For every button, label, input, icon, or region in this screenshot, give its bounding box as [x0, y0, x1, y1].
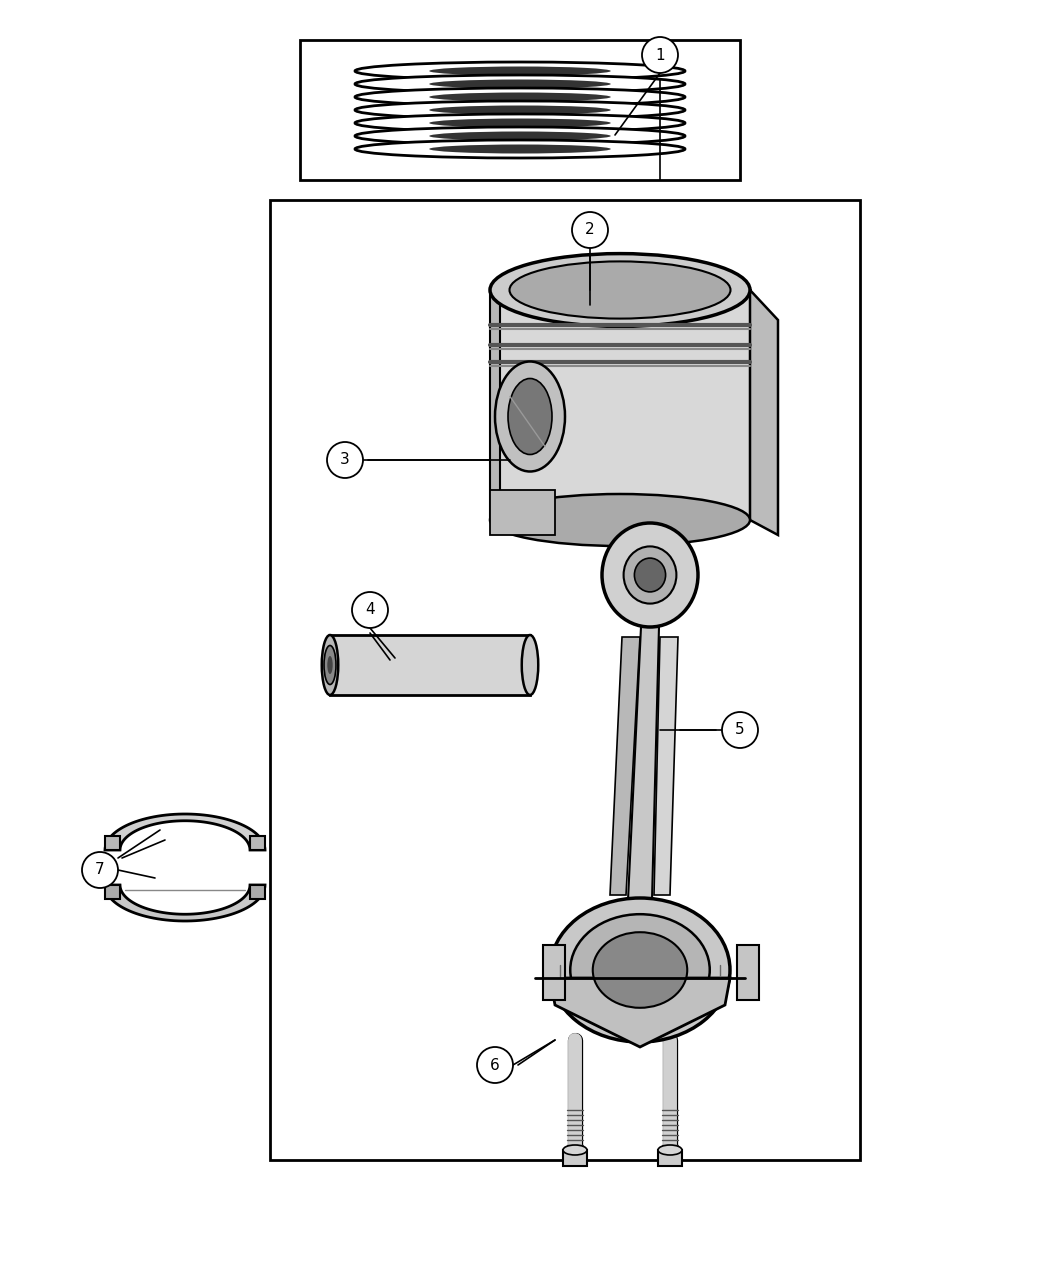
Polygon shape: [105, 885, 120, 899]
Polygon shape: [105, 885, 265, 921]
Bar: [490, 490, 555, 536]
Ellipse shape: [324, 645, 336, 685]
Circle shape: [352, 592, 388, 629]
Ellipse shape: [321, 635, 338, 695]
Text: 7: 7: [96, 862, 105, 877]
Polygon shape: [250, 885, 265, 899]
Ellipse shape: [634, 558, 666, 592]
Ellipse shape: [495, 362, 565, 472]
Ellipse shape: [602, 523, 698, 627]
Ellipse shape: [550, 898, 730, 1042]
Ellipse shape: [429, 66, 611, 75]
Circle shape: [477, 1047, 513, 1082]
Ellipse shape: [429, 119, 611, 128]
Polygon shape: [654, 638, 678, 895]
Bar: [658, 1150, 682, 1167]
Text: 6: 6: [490, 1057, 500, 1072]
Ellipse shape: [563, 1145, 587, 1155]
Ellipse shape: [355, 101, 685, 119]
Ellipse shape: [490, 254, 750, 326]
Ellipse shape: [429, 106, 611, 115]
Ellipse shape: [355, 113, 685, 133]
Text: 4: 4: [365, 603, 375, 617]
Bar: [270, 200, 860, 1160]
Polygon shape: [250, 836, 265, 850]
Ellipse shape: [355, 128, 685, 145]
Circle shape: [327, 442, 363, 478]
Ellipse shape: [490, 493, 750, 546]
Polygon shape: [628, 627, 659, 900]
Text: 1: 1: [655, 47, 665, 62]
Circle shape: [82, 852, 118, 887]
Ellipse shape: [355, 62, 685, 80]
Bar: [543, 945, 565, 1000]
Polygon shape: [105, 836, 120, 850]
Text: 5: 5: [735, 723, 744, 737]
Ellipse shape: [429, 93, 611, 102]
Ellipse shape: [429, 79, 611, 88]
Bar: [737, 945, 759, 1000]
Bar: [300, 40, 740, 180]
Bar: [330, 635, 530, 695]
Ellipse shape: [593, 932, 688, 1007]
Text: 2: 2: [585, 223, 594, 237]
Ellipse shape: [522, 635, 539, 695]
Polygon shape: [750, 289, 778, 536]
Bar: [563, 1150, 587, 1167]
Circle shape: [572, 212, 608, 249]
Ellipse shape: [658, 1145, 682, 1155]
Bar: [490, 289, 501, 520]
Ellipse shape: [355, 88, 685, 106]
Ellipse shape: [509, 261, 731, 319]
Ellipse shape: [355, 140, 685, 158]
Text: 3: 3: [340, 453, 350, 468]
Ellipse shape: [328, 657, 333, 674]
Ellipse shape: [570, 914, 710, 1026]
Bar: [490, 289, 750, 520]
Polygon shape: [550, 978, 730, 1047]
Ellipse shape: [429, 144, 611, 153]
Ellipse shape: [355, 75, 685, 93]
Ellipse shape: [429, 131, 611, 140]
Polygon shape: [610, 638, 640, 895]
Circle shape: [722, 711, 758, 748]
Ellipse shape: [624, 547, 676, 603]
Circle shape: [642, 37, 678, 73]
Ellipse shape: [508, 379, 552, 454]
Polygon shape: [105, 813, 265, 850]
